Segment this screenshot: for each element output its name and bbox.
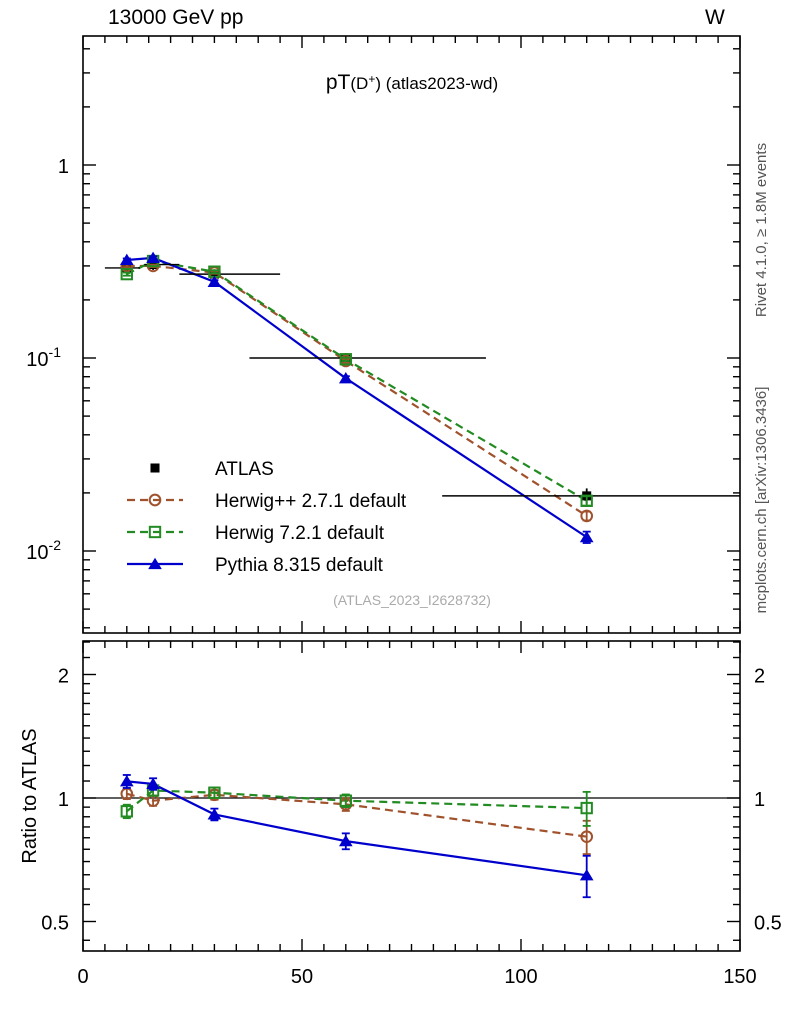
data-marker: [146, 251, 160, 264]
data-marker: [150, 463, 160, 473]
data-marker: [580, 830, 594, 843]
data-marker: [580, 509, 594, 523]
series-line: [126, 259, 588, 502]
ratio-y-tick-label: 2: [58, 666, 69, 688]
x-tick-label: 50: [291, 966, 313, 988]
ratio-panel-frame: [82, 640, 741, 952]
data-marker: [148, 557, 162, 570]
data-marker: [579, 530, 594, 543]
y-tick-label: 10-2: [26, 537, 61, 564]
ratio-y-tick-label-right: 2: [754, 666, 765, 688]
series-line: [126, 789, 587, 813]
data-marker: [338, 834, 353, 847]
data-marker: [120, 267, 133, 281]
data-marker: [580, 494, 593, 507]
data-marker: [146, 777, 160, 790]
legend-label-1: Herwig++ 2.7.1 default: [215, 491, 407, 512]
data-marker: [119, 775, 134, 787]
legend-label-3: Pythia 8.315 default: [215, 555, 384, 576]
data-marker: [207, 808, 222, 820]
data-marker: [120, 805, 133, 818]
data-marker: [579, 869, 594, 881]
y-tick-label: 1: [58, 156, 69, 178]
series-line: [126, 264, 588, 517]
plot-title: pT(D+) (atlas2023-wd): [326, 71, 498, 94]
ratio-y-tick-label-right: 1: [754, 789, 765, 811]
data-marker: [207, 275, 222, 287]
y-tick-label: 10-1: [26, 344, 61, 371]
x-tick-label: 0: [77, 966, 88, 988]
main-panel-frame: [82, 35, 741, 634]
legend-label-0: ATLAS: [215, 459, 274, 480]
ratio-y-tick-label: 0.5: [41, 913, 69, 935]
legend-label-2: Herwig 7.2.1 default: [215, 523, 385, 544]
mcplots-reference-label: mcplots.cern.ch [arXiv:1306.3436]: [753, 387, 770, 614]
data-marker: [580, 801, 593, 815]
analysis-watermark: (ATLAS_2023_I2628732): [333, 592, 491, 608]
data-marker: [148, 493, 162, 507]
ratio-y-tick-label-right: 0.5: [754, 913, 782, 935]
rivet-version-label: Rivet 4.1.0, ≥ 1.8M events: [753, 143, 770, 317]
data-marker: [208, 786, 221, 799]
data-marker: [338, 371, 353, 384]
ratio-y-tick-label: 1: [58, 789, 69, 811]
ratio-axis-label: Ratio to ATLAS: [19, 728, 41, 863]
x-tick-label: 100: [504, 966, 537, 988]
data-marker: [119, 253, 134, 266]
data-marker: [339, 353, 352, 366]
data-marker: [148, 525, 162, 539]
x-tick-label: 150: [723, 966, 756, 988]
series-line: [126, 792, 587, 838]
data-marker: [339, 794, 352, 807]
